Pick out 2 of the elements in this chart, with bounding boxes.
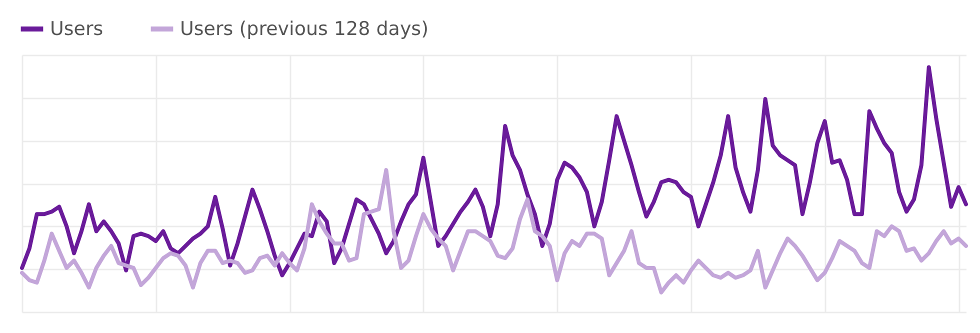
legend-label: Users (50, 18, 104, 40)
legend-label: Users (previous 128 days) (180, 18, 428, 40)
